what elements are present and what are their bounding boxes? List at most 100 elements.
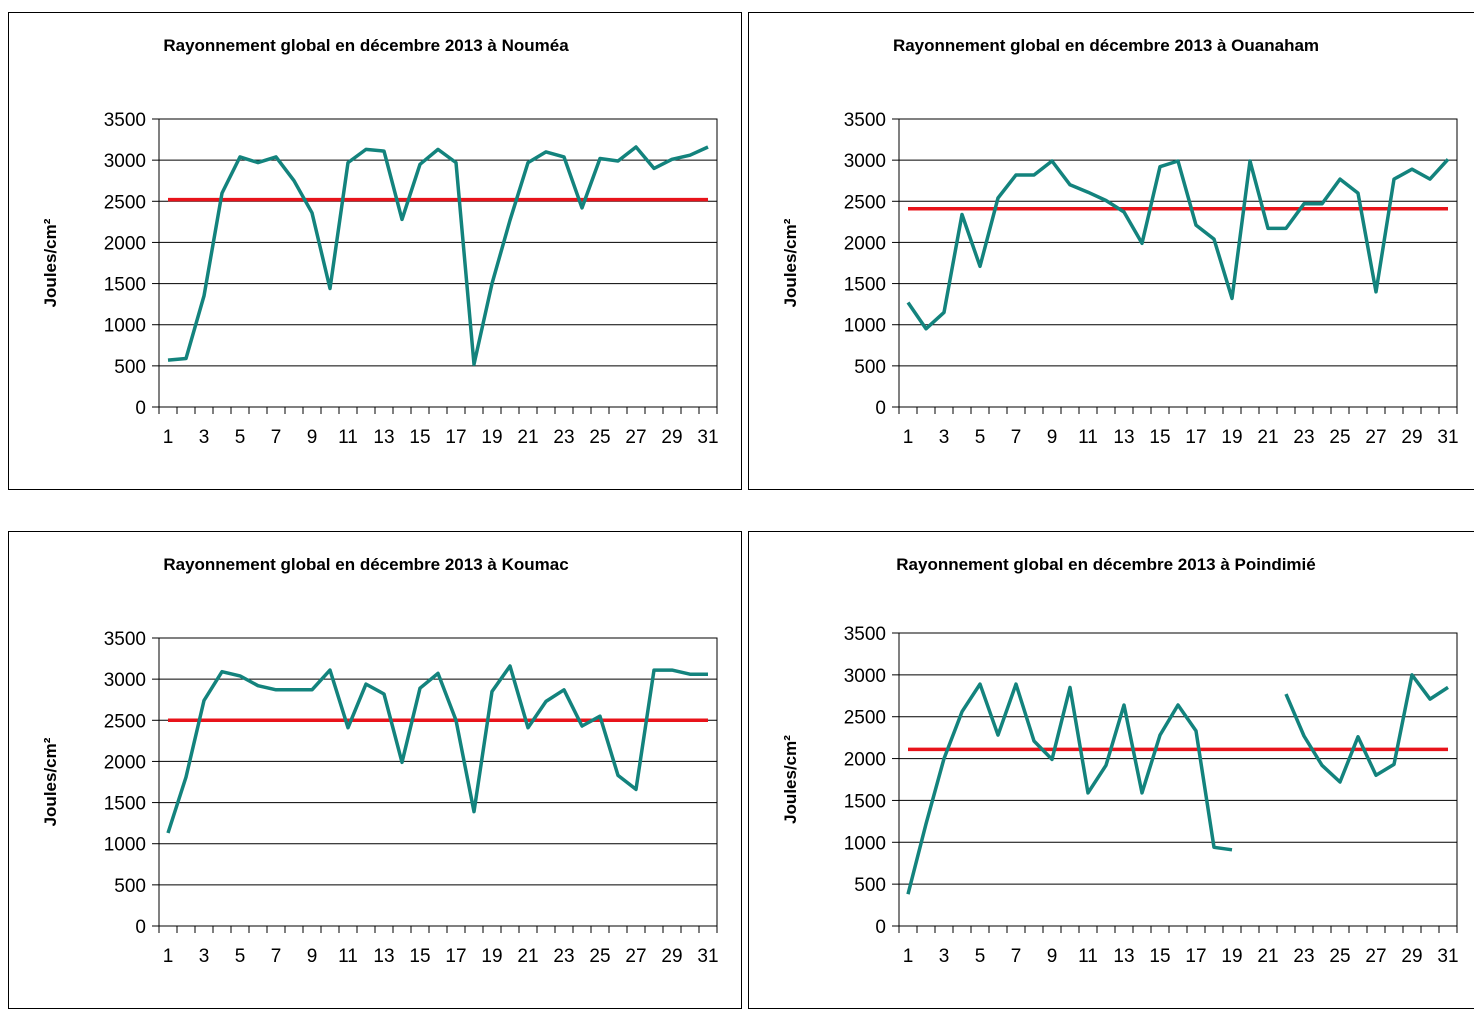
x-tick-label: 3	[939, 427, 950, 448]
y-tick-label: 1000	[104, 316, 146, 337]
x-tick-label: 17	[1185, 946, 1206, 967]
x-tick-label: 9	[1047, 427, 1058, 448]
y-tick-label: 1000	[844, 833, 886, 854]
x-tick-label: 11	[1078, 427, 1098, 448]
x-tick-label: 17	[1185, 427, 1206, 448]
x-tick-label: 11	[338, 427, 358, 448]
x-tick-label: 23	[553, 427, 574, 448]
daily-series-line	[906, 158, 1450, 331]
y-tick-label: 3500	[844, 624, 886, 645]
y-tick-label: 2000	[104, 752, 146, 773]
y-tick-label: 1000	[104, 835, 146, 856]
x-tick-label: 7	[1011, 427, 1022, 448]
chart-title: Rayonnement global en décembre 2013 à Ou…	[893, 36, 1319, 55]
plot-area	[898, 632, 1458, 927]
y-tick-label: 3000	[104, 151, 146, 172]
x-tick-label: 13	[373, 946, 394, 967]
y-tick-label: 500	[854, 875, 886, 896]
x-tick-label: 25	[1329, 427, 1350, 448]
x-tick-label: 25	[589, 946, 610, 967]
x-tick-label: 29	[661, 427, 682, 448]
chart-noumea: Rayonnement global en décembre 2013 à No…	[41, 36, 719, 448]
y-tick-label: 1500	[844, 791, 886, 812]
chart-panel-poindimie: Rayonnement global en décembre 2013 à Po…	[748, 531, 1474, 1009]
x-tick-label: 21	[517, 427, 538, 448]
x-tick-label: 11	[338, 946, 358, 967]
x-tick-label: 27	[1365, 946, 1386, 967]
y-tick-label: 3500	[844, 110, 886, 131]
y-tick-label: 0	[875, 917, 886, 938]
y-axis-label: Joules/cm²	[781, 218, 800, 307]
x-tick-label: 9	[1047, 946, 1058, 967]
x-tick-label: 15	[409, 427, 430, 448]
y-tick-label: 3000	[844, 151, 886, 172]
x-tick-label: 3	[199, 946, 210, 967]
x-tick-label: 31	[697, 427, 718, 448]
y-tick-label: 2000	[844, 750, 886, 771]
daily-series-line	[166, 664, 708, 834]
x-tick-label: 15	[1149, 946, 1170, 967]
x-tick-label: 7	[1011, 946, 1022, 967]
y-tick-label: 3000	[844, 666, 886, 687]
y-tick-label: 2000	[844, 233, 886, 254]
x-tick-label: 23	[553, 946, 574, 967]
y-axis-label: Joules/cm²	[781, 735, 800, 824]
x-tick-label: 23	[1293, 946, 1314, 967]
x-tick-label: 1	[903, 946, 914, 967]
x-tick-label: 29	[661, 946, 682, 967]
y-tick-label: 2500	[104, 192, 146, 213]
y-tick-label: 0	[135, 917, 146, 938]
x-tick-label: 21	[1257, 427, 1278, 448]
x-tick-label: 19	[481, 427, 502, 448]
x-tick-label: 25	[1329, 946, 1350, 967]
plot-area	[158, 118, 718, 408]
x-tick-label: 31	[1437, 427, 1458, 448]
y-tick-label: 1500	[104, 275, 146, 296]
x-tick-label: 9	[307, 427, 318, 448]
y-tick-label: 500	[114, 876, 146, 897]
daily-series-line	[167, 145, 709, 366]
x-tick-label: 1	[903, 427, 914, 448]
x-tick-label: 15	[409, 946, 430, 967]
x-tick-label: 1	[163, 427, 174, 448]
x-tick-label: 5	[975, 946, 986, 967]
x-tick-label: 13	[373, 427, 394, 448]
x-tick-label: 3	[199, 427, 210, 448]
y-tick-label: 2500	[844, 708, 886, 729]
x-tick-label: 13	[1113, 427, 1134, 448]
x-tick-label: 1	[163, 946, 174, 967]
chart-koumac: Rayonnement global en décembre 2013 à Ko…	[41, 555, 719, 967]
daily-series-line	[906, 682, 1233, 895]
y-tick-label: 2500	[844, 192, 886, 213]
y-tick-label: 2000	[104, 233, 146, 254]
y-tick-label: 500	[854, 357, 886, 378]
y-tick-label: 3500	[104, 110, 146, 131]
y-tick-label: 1000	[844, 316, 886, 337]
y-axis-label: Joules/cm²	[41, 737, 60, 826]
chart-panel-ouanaham: Rayonnement global en décembre 2013 à Ou…	[748, 12, 1474, 490]
chart-title: Rayonnement global en décembre 2013 à Po…	[896, 555, 1315, 574]
x-tick-label: 17	[445, 946, 466, 967]
x-tick-label: 5	[975, 427, 986, 448]
x-tick-label: 23	[1293, 427, 1314, 448]
chart-ouanaham: Rayonnement global en décembre 2013 à Ou…	[781, 36, 1459, 448]
x-tick-label: 21	[517, 946, 538, 967]
x-tick-label: 19	[481, 946, 502, 967]
x-tick-label: 29	[1401, 946, 1422, 967]
x-tick-label: 13	[1113, 946, 1134, 967]
x-tick-label: 5	[235, 946, 246, 967]
chart-poindimie: Rayonnement global en décembre 2013 à Po…	[781, 555, 1459, 967]
x-tick-label: 11	[1078, 946, 1098, 967]
x-tick-label: 31	[697, 946, 718, 967]
x-tick-label: 25	[589, 427, 610, 448]
x-tick-label: 21	[1257, 946, 1278, 967]
chart-panel-noumea: Rayonnement global en décembre 2013 à No…	[8, 12, 742, 490]
daily-series-line	[1284, 673, 1449, 784]
x-tick-label: 7	[271, 427, 282, 448]
x-tick-label: 31	[1437, 946, 1458, 967]
x-tick-label: 27	[1365, 427, 1386, 448]
y-tick-label: 1500	[104, 794, 146, 815]
y-tick-label: 2500	[104, 711, 146, 732]
x-tick-label: 19	[1221, 427, 1242, 448]
y-tick-label: 0	[875, 398, 886, 419]
